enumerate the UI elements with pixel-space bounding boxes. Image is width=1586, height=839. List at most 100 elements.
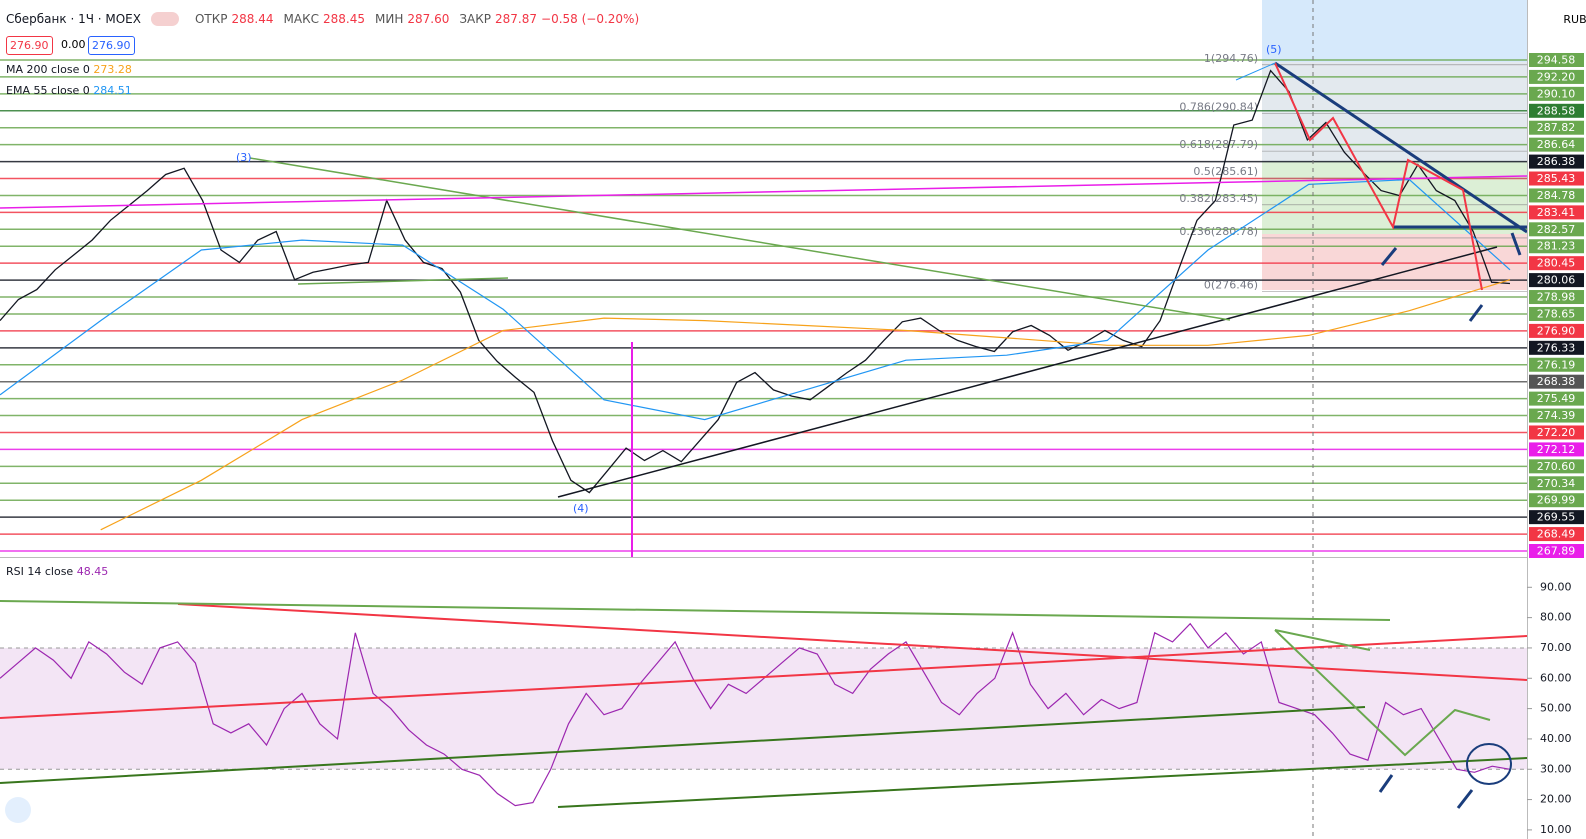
toggle[interactable]: [150, 12, 179, 26]
y-tick-label: 50.00: [1540, 702, 1572, 715]
level-label: 278.65: [1537, 307, 1576, 320]
logo[interactable]: [5, 797, 31, 823]
level-label: 294.58: [1537, 54, 1576, 67]
level-tag: [1529, 510, 1584, 525]
fib-label: 0.786(290.84): [1179, 100, 1258, 113]
arrow: [1380, 247, 1398, 266]
level-tag: [1529, 306, 1584, 321]
level-tag: [1529, 442, 1584, 457]
trendline: [0, 706, 1366, 784]
level-label: 267.89: [1537, 545, 1576, 558]
bid[interactable]: 276.90: [6, 36, 53, 55]
level-label: 269.99: [1537, 494, 1576, 507]
level-tag: [1529, 137, 1584, 152]
level-tag: [1529, 340, 1584, 355]
rsi-pane: [0, 622, 1527, 807]
wave-label: (3): [236, 151, 252, 164]
levels: [0, 59, 1527, 552]
level-label: 268.49: [1537, 528, 1576, 541]
symbol: Сбербанк · 1Ч · MOEX: [6, 12, 141, 26]
y-tick-label: 70.00: [1540, 641, 1572, 654]
currency: RUB: [1563, 13, 1586, 26]
level-tag: [1529, 391, 1584, 406]
level-tag: [1529, 239, 1584, 254]
legend-name: RSI 14 close: [6, 565, 74, 578]
legend-ema: EMA 55 close 0 284.51: [6, 84, 132, 97]
rsi-band: [0, 647, 1527, 770]
level-tag: [1529, 171, 1584, 186]
annotation-circle: [1466, 743, 1512, 785]
level-tag: [1529, 53, 1584, 67]
legend-rsi: RSI 14 close 48.45: [6, 565, 108, 578]
wave-label: (5): [1266, 43, 1282, 56]
arrow: [1378, 774, 1394, 793]
trendline: [557, 246, 1498, 498]
level-tag: [1529, 476, 1584, 491]
level-label: 272.12: [1537, 443, 1576, 456]
price-pane: 1(294.76) 0.786(290.84) 0.618(287.79) 0.5(2…: [0, 52, 1527, 531]
level-tag: [1529, 408, 1584, 423]
trendline: [249, 157, 1231, 321]
level-tag: [1529, 188, 1584, 203]
wave-path: [1274, 62, 1483, 291]
level-label: 288.58: [1537, 104, 1576, 117]
level-label: 272.20: [1537, 426, 1576, 439]
ohlc-value: 287.87: [495, 12, 538, 26]
level-tag: [1529, 323, 1584, 338]
fib-label: 0(276.46): [1204, 278, 1258, 291]
level-label: 268.38: [1537, 375, 1576, 388]
fib-label: 0.5(285.61): [1193, 165, 1258, 178]
trendline: [557, 757, 1528, 808]
ohlc-value: 288.44: [231, 12, 274, 26]
level-tag: [1529, 374, 1584, 389]
level-label: 278.98: [1537, 291, 1576, 304]
ask[interactable]: 276.90: [88, 36, 135, 55]
arrow: [1510, 232, 1522, 256]
trendline: [1274, 629, 1491, 757]
ohlc-label: ЗАКР: [459, 12, 492, 26]
legend-value: 273.28: [93, 63, 132, 76]
level-label: 284.78: [1537, 189, 1576, 202]
fib-zone: [1262, 234, 1527, 290]
trendline: [1274, 61, 1528, 234]
ohlc-label: ОТКР: [194, 12, 228, 26]
series-line: [0, 69, 1511, 494]
level-tag: [1529, 222, 1584, 237]
level-label: 283.41: [1537, 206, 1576, 219]
level-label: 286.64: [1537, 138, 1576, 151]
level-label: 282.57: [1537, 223, 1576, 236]
level-tag: [1529, 459, 1584, 474]
axis-labels: 294.58 292.20 290.10 288.58 287.82 286.64 286.…: [1527, 53, 1584, 836]
ohlc-value: 288.45: [322, 12, 365, 26]
level-label: 269.55: [1537, 511, 1576, 524]
y-tick-label: 30.00: [1540, 762, 1572, 775]
level-tag: [1529, 425, 1584, 440]
level-tag: [1529, 154, 1584, 169]
y-tick-label: 40.00: [1540, 732, 1572, 745]
trendline: [0, 600, 1391, 621]
series-line: [100, 279, 1511, 531]
level-label: 270.34: [1537, 477, 1576, 490]
level-tag: [1529, 256, 1584, 271]
level-tag: [1529, 273, 1584, 288]
level-tag: [1529, 493, 1584, 508]
level-tag: [1529, 544, 1584, 558]
legend-value: 48.45: [76, 565, 109, 578]
level-label: 290.10: [1537, 87, 1576, 100]
legend-name: EMA 55 close 0: [6, 84, 90, 97]
fib-label: 0.618(287.79): [1179, 138, 1258, 151]
level-label: 281.23: [1537, 240, 1576, 253]
wave-label: (4): [573, 502, 589, 515]
trendline: [0, 175, 1528, 209]
level-tag: [1529, 527, 1584, 542]
ohlc-label: МИН: [374, 12, 404, 26]
level-label: 274.39: [1537, 409, 1576, 422]
level-tag: [1529, 205, 1584, 220]
level-label: 275.49: [1537, 392, 1576, 405]
level-label: 280.06: [1537, 274, 1576, 287]
trendline: [0, 635, 1528, 719]
y-tick-label: 20.00: [1540, 793, 1572, 806]
level-tag: [1529, 86, 1584, 101]
trendline: [177, 603, 1528, 681]
change: −0.58 (−0.20%): [541, 12, 640, 26]
